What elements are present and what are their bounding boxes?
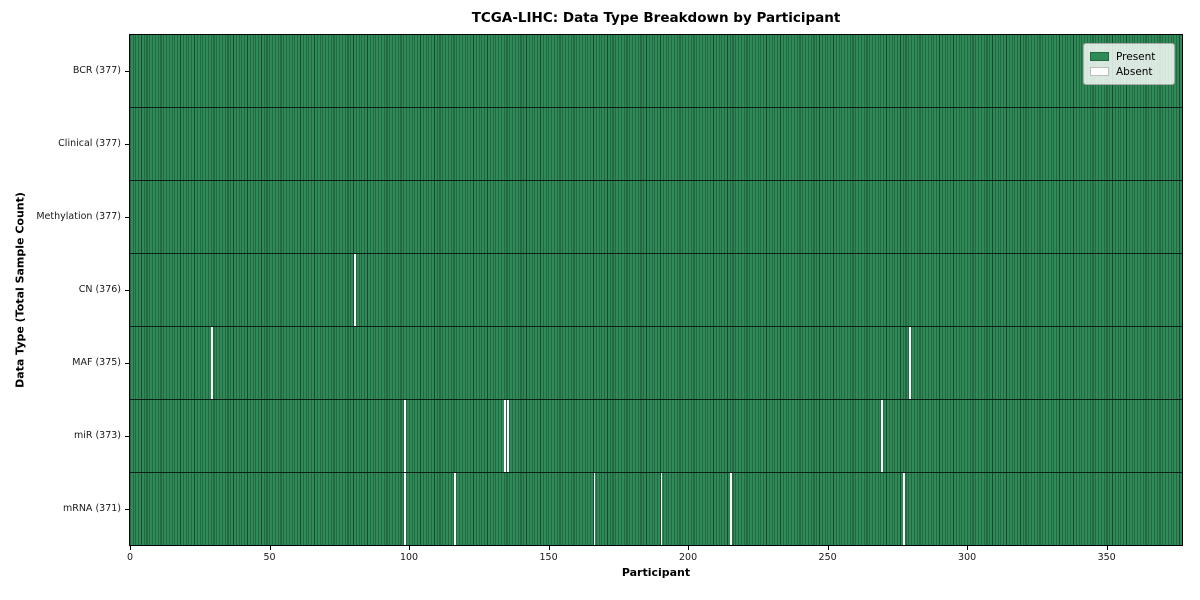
absent-bar [593, 473, 596, 545]
y-tick-label: CN (376) [78, 284, 121, 295]
absent-bar [403, 400, 406, 472]
absent-bar [730, 473, 733, 545]
x-axis-tick [548, 546, 550, 550]
heatmap-row-Clinical [130, 107, 1182, 180]
x-tick-label: 150 [539, 552, 558, 563]
absent-bar [504, 400, 507, 472]
x-axis-tick [409, 546, 411, 550]
y-axis-tick [125, 436, 129, 438]
absent-bar [660, 473, 663, 545]
y-axis-tick [125, 290, 129, 291]
x-tick-label: 100 [399, 552, 419, 563]
x-axis-tick [967, 546, 969, 550]
absent-bar [507, 400, 509, 472]
x-axis-tick [827, 546, 829, 550]
x-axis-tick [688, 546, 690, 550]
x-axis-title: Participant [621, 566, 691, 579]
y-axis-tick [125, 509, 129, 511]
x-tick-label: 250 [818, 552, 837, 563]
y-tick-label: miR (373) [73, 430, 121, 442]
y-axis-tick [125, 216, 129, 218]
y-tick-label: mRNA (371) [62, 503, 121, 515]
y-axis-tick [125, 363, 129, 365]
absent-bar [403, 473, 406, 545]
legend-label-absent: Absent [1116, 65, 1153, 78]
heatmap-row-MAF [130, 326, 1182, 399]
y-tick-label: Methylation (377) [36, 210, 121, 222]
chart-title: TCGA-LIHC: Data Type Breakdown by Partic… [471, 10, 841, 26]
absent-swatch-icon [1090, 67, 1109, 76]
heatmap-row-CN [130, 253, 1182, 326]
y-tick-label: MAF (375) [72, 357, 121, 369]
y-axis-title: Data Type (Total Sample Count) [13, 192, 27, 388]
legend-label-present: Present [1116, 50, 1156, 63]
x-axis-tick [130, 546, 131, 550]
legend-item-absent: Absent [1090, 64, 1167, 79]
x-tick-label: 0 [126, 552, 134, 563]
y-axis-tick [125, 143, 129, 145]
x-tick-label: 50 [263, 552, 276, 563]
absent-bar [353, 254, 356, 326]
heatmap-row-mRNA [130, 472, 1182, 545]
heatmap-row-BCR [130, 35, 1182, 107]
y-tick-label: BCR (377) [72, 64, 121, 76]
plot-area [129, 34, 1183, 546]
y-axis-tick [125, 70, 129, 72]
present-swatch-icon [1090, 52, 1109, 61]
x-axis-tick [269, 546, 271, 550]
x-tick-label: 350 [1097, 552, 1116, 563]
heatmap-row-miR [130, 399, 1182, 472]
absent-bar [211, 327, 214, 399]
absent-bar [454, 473, 456, 545]
x-axis-tick [1106, 546, 1108, 550]
x-tick-label: 300 [958, 552, 977, 563]
heatmap-row-Methylation [130, 180, 1182, 253]
absent-bar [909, 327, 911, 399]
absent-bar [881, 400, 883, 472]
legend-item-present: Present [1090, 49, 1167, 64]
absent-bar [903, 473, 906, 545]
y-tick-label: Clinical (377) [58, 137, 121, 149]
x-tick-label: 200 [679, 552, 698, 563]
legend: Present Absent [1083, 43, 1175, 85]
